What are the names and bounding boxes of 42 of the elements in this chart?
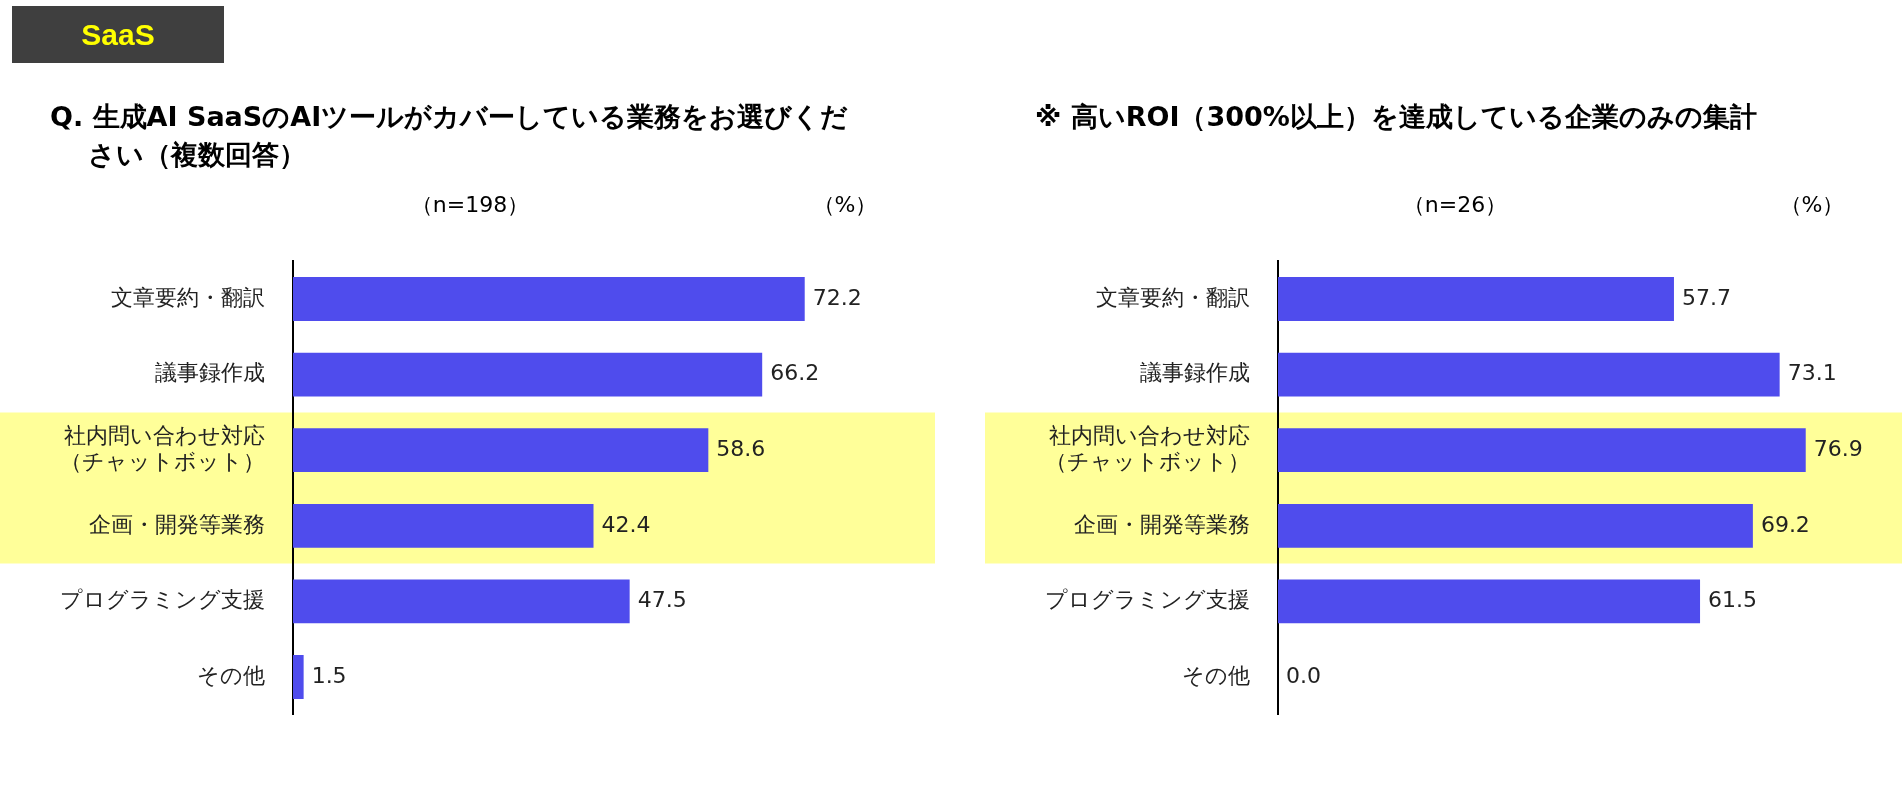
data-label: 76.9 xyxy=(1813,435,1863,461)
bar xyxy=(293,655,304,699)
y-tick-label: その他 xyxy=(197,662,265,688)
data-label: 69.2 xyxy=(1760,511,1810,537)
data-label: 72.2 xyxy=(812,284,862,310)
bar xyxy=(293,503,594,548)
y-tick-label: 文章要約・翻訳 xyxy=(1096,284,1250,310)
chart-title: Q. 生成AI SaaSのAIツールがカバーしている業務をお選びください（複数回答） xyxy=(50,100,850,172)
y-tick-label: 社内問い合わせ対応（チャットボット） xyxy=(1045,422,1250,475)
x-axis-title: （%） xyxy=(1779,191,1845,219)
data-label: 42.4 xyxy=(601,511,651,537)
bar xyxy=(293,352,763,397)
y-tick-label: 社内問い合わせ対応（チャットボット） xyxy=(60,422,265,475)
y-tick-label: プログラミング支援 xyxy=(1045,587,1250,613)
bar xyxy=(293,277,805,321)
y-tick-label: プログラミング支援 xyxy=(60,587,265,613)
y-tick-label: 議事録作成 xyxy=(1140,360,1250,386)
y-tick-label: 議事録作成 xyxy=(155,360,265,386)
bar xyxy=(1278,428,1806,473)
y-tick-label: その他 xyxy=(1182,662,1250,688)
data-label: 61.5 xyxy=(1708,587,1758,613)
bar xyxy=(1278,503,1753,548)
data-label: 66.2 xyxy=(770,360,820,386)
bar xyxy=(1278,277,1674,321)
y-tick-label: 文章要約・翻訳 xyxy=(111,284,265,310)
y-tick-label: 企画・開発等業務 xyxy=(89,511,265,537)
chart-subtitle: （n=198） xyxy=(410,191,530,219)
chart-subtitle: （n=26） xyxy=(1402,191,1508,219)
bar xyxy=(1278,579,1701,624)
data-label: 73.1 xyxy=(1787,360,1837,386)
bar xyxy=(1278,352,1780,397)
data-label: 0.0 xyxy=(1286,662,1321,688)
data-label: 58.6 xyxy=(716,435,766,461)
bar xyxy=(293,428,709,473)
chart-title: ※ 高いROI（300%以上）を達成している企業のみの集計 xyxy=(1035,100,1758,134)
data-label: 57.7 xyxy=(1681,284,1731,310)
data-label: 1.5 xyxy=(311,662,347,688)
data-label: 47.5 xyxy=(637,587,687,613)
y-tick-label: 企画・開発等業務 xyxy=(1074,511,1250,537)
bar xyxy=(293,579,630,624)
x-axis-title: （%） xyxy=(812,191,878,219)
text: SaaS xyxy=(12,6,224,63)
